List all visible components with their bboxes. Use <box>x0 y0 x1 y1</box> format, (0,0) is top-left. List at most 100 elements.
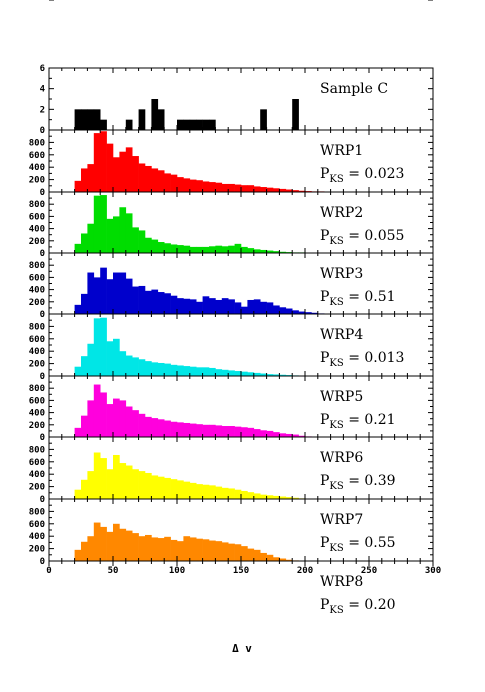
histogram-bar <box>209 246 216 253</box>
panel-9: 0200400600800WRP8PKS = 0.20 <box>29 0 434 616</box>
y-tick-label: 400 <box>29 347 45 357</box>
histogram-bar <box>202 246 210 253</box>
y-tick-label: 0 <box>40 0 45 3</box>
histogram-bar <box>87 223 95 253</box>
histogram-bar <box>241 490 248 499</box>
y-tick-label: 200 <box>29 237 45 247</box>
histogram-bar <box>273 188 280 192</box>
histogram-bar <box>74 366 82 376</box>
histogram-bar <box>157 419 165 437</box>
histogram-bar <box>138 413 146 437</box>
y-tick-label: 600 <box>29 273 45 283</box>
histogram-bar <box>93 522 101 561</box>
histogram-bar <box>266 495 274 499</box>
y-tick-label: 600 <box>29 335 45 345</box>
y-tick-label: 600 <box>29 0 45 3</box>
histogram-bar <box>241 427 248 437</box>
histogram-bar <box>87 109 95 130</box>
histogram-bar <box>253 299 261 314</box>
histogram-bar <box>177 365 184 376</box>
y-tick-label: 800 <box>29 507 45 517</box>
histogram-bar <box>157 362 165 376</box>
panel-name-label: WRP6 <box>320 450 363 466</box>
histogram-bar <box>125 213 133 253</box>
histogram-bar <box>113 216 120 253</box>
histogram-bar <box>260 552 267 561</box>
y-tick-label: 800 <box>29 384 45 394</box>
histogram-bar <box>125 465 133 499</box>
panel-7: 0 200 400 600 800 WRP6 PKS = 0.39 <box>29 436 434 505</box>
histogram-bar <box>106 404 114 437</box>
panel-4: 0 200 400 600 800 WRP3 PKS = 0.51 <box>29 252 434 320</box>
histogram-bar <box>151 475 159 499</box>
histogram-bar <box>106 469 114 499</box>
pks-label: PKS = 0.013 <box>320 350 404 369</box>
histogram-bar <box>260 109 267 130</box>
panel-name-label: WRP2 <box>320 205 363 221</box>
y-tick-label: 400 <box>29 470 45 480</box>
histogram-bar <box>209 182 216 192</box>
histogram-bar <box>113 157 120 192</box>
pks-label: PKS = 0.21 <box>320 412 396 431</box>
histogram-bar <box>164 243 171 253</box>
histogram-bar <box>221 183 229 192</box>
histogram-bar <box>247 548 255 561</box>
histogram-bar <box>177 177 184 192</box>
histogram-bar <box>119 528 127 561</box>
histogram-bar <box>221 298 229 314</box>
histogram-bar <box>177 119 184 130</box>
histogram-bar <box>132 469 139 499</box>
histogram-bar <box>119 463 127 499</box>
panel-name-label: WRP3 <box>320 266 363 282</box>
y-tick-label: 400 <box>29 225 45 235</box>
histogram-bar <box>234 371 242 376</box>
histogram-bar <box>170 479 178 499</box>
histogram-bar <box>247 372 255 376</box>
histogram-bar <box>292 497 299 499</box>
histogram-bar <box>196 246 203 253</box>
histogram-bar <box>228 183 235 192</box>
histogram-bar <box>145 361 152 376</box>
histogram-bar <box>145 237 152 253</box>
histogram-bar <box>81 233 88 253</box>
histogram-bar <box>209 367 216 376</box>
histogram-bar <box>202 296 210 314</box>
y-tick-label: 0 <box>40 310 45 320</box>
histogram-bar <box>145 165 152 192</box>
histogram-bar <box>74 549 82 561</box>
histogram-bar <box>119 207 127 253</box>
y-tick-label: 400 <box>29 0 45 3</box>
histogram-bar <box>183 178 191 192</box>
histogram-bar <box>151 418 159 437</box>
pks-label: PKS = 0.20 <box>320 597 396 616</box>
histogram-bar <box>221 246 229 253</box>
histogram-bar <box>119 400 127 437</box>
histogram-bar <box>221 426 229 437</box>
histogram-bar <box>74 109 82 130</box>
y-tick-label: 200 <box>29 176 45 186</box>
histogram-bar <box>305 312 312 314</box>
x-tick-label: 200 <box>297 566 313 576</box>
y-tick-label: 600 <box>29 212 45 222</box>
histogram-bar <box>196 301 203 314</box>
histogram-bar <box>196 119 203 130</box>
histogram-bar <box>132 227 139 253</box>
y-tick-label: 0 <box>40 372 45 382</box>
histogram-bar <box>87 164 95 192</box>
y-tick-label: 600 <box>29 151 45 161</box>
histogram-bar <box>292 310 299 314</box>
histogram-bar <box>209 119 216 130</box>
histogram-bar <box>145 290 152 314</box>
histogram-bar <box>157 170 165 192</box>
histogram-bar <box>74 489 82 499</box>
histogram-bar <box>228 245 235 253</box>
histogram-bar <box>311 312 319 314</box>
panel-1: 0 2 4 6 Sample C <box>40 64 434 136</box>
histogram-bar <box>87 471 95 499</box>
pks-label: PKS = 0.023 <box>320 166 404 185</box>
histogram-bar <box>279 433 287 437</box>
histogram-bar <box>183 245 191 253</box>
histogram-bar <box>183 119 191 130</box>
y-tick-label: 600 <box>29 520 45 530</box>
